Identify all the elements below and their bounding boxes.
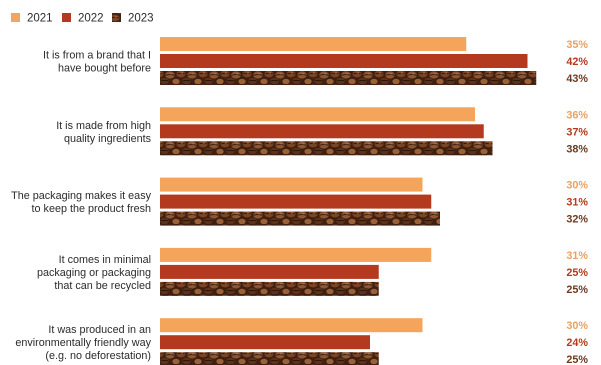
bar-group-3-2021: [160, 177, 423, 192]
bar-group-5-2023: [160, 352, 379, 365]
value-label-group-2-2022: 37%: [566, 126, 588, 138]
bar-group-3-2022: [160, 194, 432, 209]
value-label-group-4-2023: 25%: [566, 284, 588, 296]
legend-label-2022: 2022: [78, 13, 104, 25]
value-label-group-3-2023: 32%: [566, 214, 588, 226]
category-label-5-line-2: environmentally friendly way: [15, 337, 151, 349]
value-label-group-5-2023: 25%: [566, 354, 588, 365]
value-label-group-5-2021: 30%: [566, 320, 588, 332]
value-label-group-4-2022: 25%: [566, 267, 588, 279]
value-label-group-1-2022: 42%: [566, 56, 588, 68]
value-label-group-2-2021: 36%: [566, 109, 588, 121]
legend-label-2021: 2021: [27, 13, 53, 25]
bar-group-1-2022: [160, 54, 528, 68]
bar-group-1-2023: [160, 71, 537, 85]
bar-group-5-2022: [160, 335, 370, 350]
category-label-1-line-2: have bought before: [58, 63, 151, 75]
category-label-3-line-2: to keep the product fresh: [32, 203, 151, 215]
value-label-group-3-2021: 30%: [566, 180, 588, 192]
category-label-5-line-3: (e.g. no deforestation): [45, 350, 151, 362]
category-label-4: It comes in minimal packaging or packagin…: [37, 254, 151, 292]
bar-group-2-2022: [160, 124, 484, 139]
value-label-group-3-2022: 31%: [566, 197, 588, 209]
bars: [160, 37, 537, 365]
bar-group-2-2021: [160, 107, 475, 122]
bar-group-3-2023: [160, 211, 440, 226]
bar-group-4-2023: [160, 281, 379, 296]
category-label-2-line-1: It is made from high: [56, 120, 151, 132]
category-label-3-line-1: The packaging makes it easy: [11, 190, 151, 202]
legend-swatch-2022: [62, 13, 71, 22]
bar-group-4-2021: [160, 247, 432, 262]
value-label-group-2-2023: 38%: [566, 143, 588, 155]
value-label-group-1-2021: 35%: [566, 39, 588, 51]
legend-label-2023: 2023: [128, 13, 154, 25]
legend-swatch-2021: [11, 13, 20, 22]
category-label-4-line-3: that can be recycled: [54, 280, 151, 292]
value-label-group-5-2022: 24%: [566, 337, 588, 349]
value-labels: 35% 42% 43% 36% 37% 38% 30% 31% 32% 31% 25% 25% 30% 2…: [566, 39, 588, 365]
bar-group-1-2021: [160, 37, 467, 51]
bar-group-5-2021: [160, 318, 423, 333]
category-label-2-line-2: quality ingredients: [64, 133, 152, 145]
legend: 2021 2022 2023: [11, 13, 154, 25]
value-label-group-4-2021: 31%: [566, 250, 588, 262]
category-label-4-line-1: It comes in minimal: [59, 254, 151, 266]
legend-swatch-2023: [112, 13, 121, 22]
bar-group-2-2023: [160, 141, 493, 156]
bar-group-4-2022: [160, 264, 379, 279]
category-label-5: It was produced in an environmentally fri…: [15, 324, 151, 362]
category-label-2: It is made from high quality ingredients: [56, 120, 151, 145]
category-label-5-line-1: It was produced in an: [48, 324, 151, 336]
category-label-1-line-1: It is from a brand that I: [43, 50, 151, 62]
value-label-group-1-2023: 43%: [566, 73, 588, 85]
category-label-4-line-2: packaging or packaging: [37, 267, 151, 279]
category-label-3: The packaging makes it easy to keep the p…: [11, 190, 151, 215]
